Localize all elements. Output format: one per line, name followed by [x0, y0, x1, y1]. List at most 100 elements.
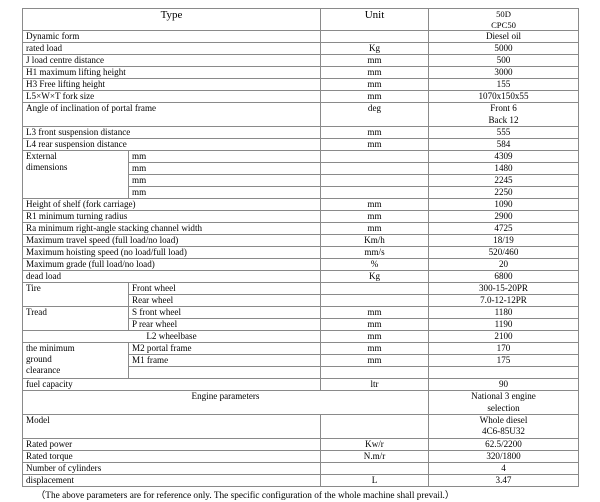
row-value-rated-torque: 320/1800: [428, 449, 579, 463]
row-unit-external-width: [320, 162, 429, 176]
column-header-type: Type: [22, 7, 321, 32]
row-label-dynamic-form: Dynamic form: [22, 30, 321, 44]
row-value-rated-power: 62.5/2200: [428, 437, 579, 451]
row-unit-tread-front-wheel: mm: [320, 306, 429, 320]
row-value-load-centre-distance: 500: [428, 54, 579, 68]
table-row: mm 1480: [23, 162, 579, 176]
row-label-load-centre-distance: J load centre distance: [22, 54, 321, 68]
portal-angle-front: Front 6: [490, 103, 517, 114]
row-value-external-height-4: 2250: [428, 186, 579, 200]
row-unit-ground-clearance-empty: [320, 366, 429, 380]
row-value-dead-load: 6800: [428, 270, 579, 284]
row-unit-shelf-height: mm: [320, 198, 429, 212]
engine-standard-line1: National 3 engine: [471, 391, 536, 402]
table-header-row: Type Unit 50D CPC50: [22, 7, 579, 32]
row-label-rated-power: Rated power: [22, 437, 321, 451]
row-value-ground-clearance-empty: [428, 366, 579, 380]
row-unit-load-centre-distance: mm: [320, 54, 429, 68]
table-row: Model Whole diesel 4C6-85U32: [22, 413, 579, 439]
ground-clearance-line3: clearance: [26, 365, 61, 375]
row-label-front-suspension: L3 front suspension distance: [22, 126, 321, 140]
row-unit-tire-front-wheel: [320, 282, 429, 296]
row-unit-max-lifting-height: mm: [320, 66, 429, 80]
row-sublabel-m1-frame: M1 frame: [128, 354, 321, 368]
row-label-wheelbase: L2 wheelbase: [22, 330, 321, 344]
row-sublabel-tire-front-wheel: Front wheel: [128, 282, 321, 296]
table-footnote: （The above parameters are for reference …: [36, 490, 455, 501]
row-group-external-dimensions: External dimensions: [22, 150, 129, 200]
table-row: H1 maximum lifting height mm 3000: [22, 66, 579, 80]
row-sublabel-m2-portal-frame: M2 portal frame: [128, 342, 321, 356]
row-label-dead-load: dead load: [22, 270, 321, 284]
row-value-m1-frame: 175: [428, 354, 579, 368]
table-row: Number of cylinders 4: [22, 461, 579, 475]
table-row: Height of shelf (fork carriage) mm 1090: [22, 198, 579, 212]
row-value-fork-size: 1070x150x55: [428, 90, 579, 104]
row-label-turning-radius: R1 minimum turning radius: [22, 210, 321, 224]
external-dimensions-line1: External: [26, 151, 57, 162]
row-unit-dead-load: Kg: [320, 270, 429, 284]
table-row: Maximum travel speed (full load/no load)…: [22, 234, 579, 248]
column-header-model: 50D CPC50: [428, 7, 579, 32]
row-sublabel-external-height-3: mm: [128, 174, 321, 188]
table-row: Maximum hoisting speed (no load/full loa…: [22, 246, 579, 260]
row-value-max-grade: 20: [428, 258, 579, 272]
row-sublabel-external-length: mm: [128, 150, 321, 164]
table-row: L5×W×T fork size mm 1070x150x55: [22, 90, 579, 104]
row-unit-rated-torque: N.m/r: [320, 449, 429, 463]
table-row: Rear wheel 7.0-12-12PR: [23, 294, 579, 308]
ground-clearance-line1: the minimum: [26, 343, 75, 354]
column-header-unit: Unit: [320, 7, 429, 32]
row-label-rated-torque: Rated torque: [22, 449, 321, 463]
table-row: J load centre distance mm 500: [22, 54, 579, 68]
row-unit-tread-rear-wheel: mm: [320, 318, 429, 332]
forklift-specification-table: Type Unit 50D CPC50 Dynamic form Diesel …: [22, 7, 579, 487]
row-unit-displacement: L: [320, 473, 429, 487]
table-row: Maximum grade (full load/no load) % 20: [22, 258, 579, 272]
table-row: Tread S front wheel mm 1180: [22, 306, 579, 332]
row-sublabel-tire-rear-wheel: Rear wheel: [128, 294, 321, 308]
row-value-external-width: 1480: [428, 162, 579, 176]
table-row: displacement L 3.47: [22, 473, 579, 487]
row-label-displacement: displacement: [22, 473, 321, 487]
row-sublabel-tread-rear-wheel: P rear wheel: [128, 318, 321, 332]
table-row: Ra minimum right-angle stacking channel …: [22, 222, 579, 236]
row-label-engine-model: Model: [22, 413, 321, 439]
ground-clearance-line2: ground: [26, 354, 52, 365]
row-label-free-lifting-height: H3 Free lifting height: [22, 78, 321, 92]
row-unit-max-grade: %: [320, 258, 429, 272]
row-value-turning-radius: 2900: [428, 210, 579, 224]
row-sublabel-external-width: mm: [128, 162, 321, 176]
row-unit-front-suspension: mm: [320, 126, 429, 140]
row-value-shelf-height: 1090: [428, 198, 579, 212]
table-row: Rated power Kw/r 62.5/2200: [22, 437, 579, 451]
row-value-rear-suspension: 584: [428, 138, 579, 152]
spec-sheet-page: Type Unit 50D CPC50 Dynamic form Diesel …: [22, 7, 579, 501]
row-label-rated-load: rated load: [22, 42, 321, 56]
row-value-travel-speed: 18/19: [428, 234, 579, 248]
row-unit-fork-size: mm: [320, 90, 429, 104]
table-row: Angle of inclination of portal frame deg…: [22, 102, 579, 128]
row-unit-m1-frame: mm: [320, 354, 429, 368]
table-row: L3 front suspension distance mm 555: [22, 126, 579, 140]
row-unit-rear-suspension: mm: [320, 138, 429, 152]
table-row: the minimum ground clearance M2 portal f…: [22, 342, 579, 380]
row-value-hoisting-speed: 520/460: [428, 246, 579, 260]
row-label-stacking-channel-width: Ra minimum right-angle stacking channel …: [22, 222, 321, 236]
row-unit-m2-portal-frame: mm: [320, 342, 429, 356]
engine-standard-line2: selection: [487, 402, 520, 413]
table-row: Engine parameters National 3 engine sele…: [22, 390, 579, 415]
row-label-fork-size: L5×W×T fork size: [22, 90, 321, 104]
table-row: R1 minimum turning radius mm 2900: [22, 210, 579, 224]
row-value-portal-frame-angle: Front 6 Back 12: [428, 102, 579, 128]
row-value-stacking-channel-width: 4725: [428, 222, 579, 236]
row-sublabel-tread-front-wheel: S front wheel: [128, 306, 321, 320]
row-unit-rated-power: Kw/r: [320, 437, 429, 451]
external-dimensions-line2: dimensions: [26, 162, 68, 173]
row-value-engine-model: Whole diesel 4C6-85U32: [428, 413, 579, 439]
row-value-tread-front-wheel: 1180: [428, 306, 579, 320]
row-value-external-height-3: 2245: [428, 174, 579, 188]
row-sublabel-ground-clearance-empty: [128, 366, 321, 380]
row-label-max-lifting-height: H1 maximum lifting height: [22, 66, 321, 80]
row-value-number-of-cylinders: 4: [428, 461, 579, 475]
